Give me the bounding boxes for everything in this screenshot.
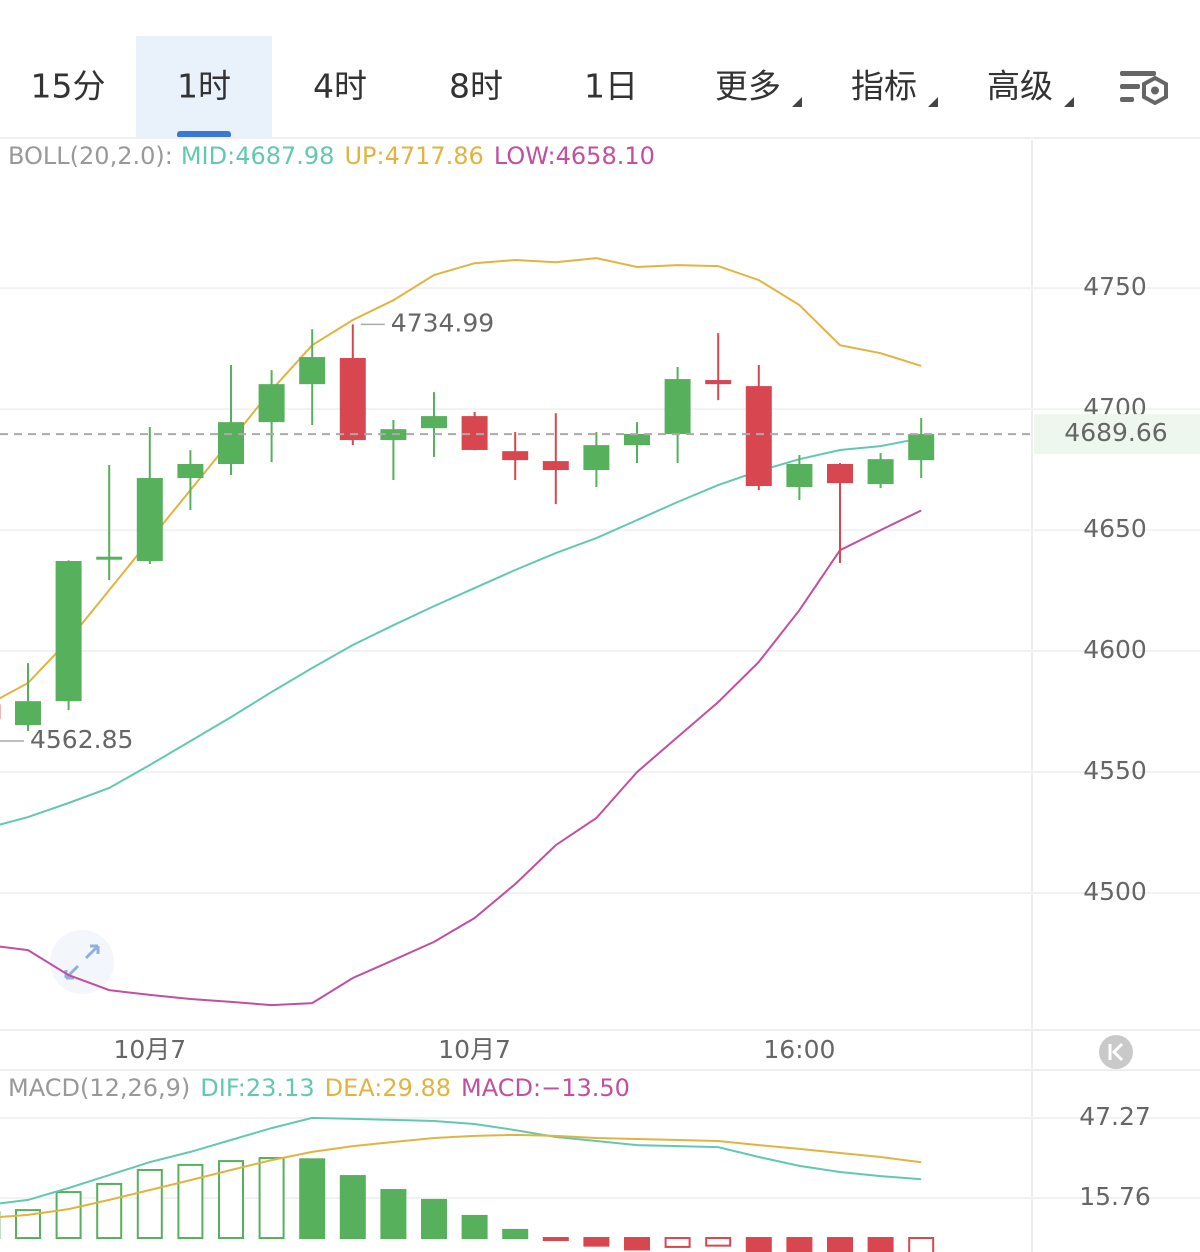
indicator-legend: MACD(12,26,9) DIF:23.13 DEA:29.88 MACD:−13.… [8,1074,630,1102]
extreme-marker-label: 4562.85 [30,725,133,754]
x-tick-label: 16:00 [763,1035,835,1064]
timeframe-tab[interactable]: 更多 [715,67,781,106]
legend-name: LOW: [494,142,556,170]
candle-body [745,386,772,487]
macd-bar [624,1237,650,1251]
macd-bar [502,1228,529,1240]
y-tick-label: 4550 [1083,756,1147,785]
macd-bar [421,1198,447,1240]
legend-name: UP: [344,142,384,170]
macd-bar [339,1175,366,1240]
candle-body [664,379,691,435]
y-tick-label: 47.27 [1079,1102,1151,1131]
macd-line [0,1116,922,1205]
macd-plot [0,1116,935,1252]
macd-bar [542,1237,569,1242]
legend-name: DIF: [200,1074,246,1102]
candle-body [421,416,447,429]
candle-body [55,561,82,702]
active-tab-indicator [177,131,231,138]
candle-body [542,461,569,471]
candles [0,257,935,1007]
candle-body [461,416,488,450]
macd-bar [461,1214,488,1240]
x-tick-label: 10月7 [113,1035,186,1064]
timeframe-tab[interactable]: 8时 [449,67,503,106]
candle-body [15,701,41,726]
timeframe-tab[interactable]: 4时 [313,67,367,106]
legend-value: 23.13 [246,1074,315,1102]
macd-bar [299,1158,326,1240]
macd-bar [96,1182,123,1240]
y-tick-label: 4500 [1083,877,1147,906]
macd-line [0,1133,922,1219]
back-to-latest-button[interactable] [1099,1035,1133,1069]
macd-bar [664,1237,691,1248]
expand-button[interactable] [50,930,114,994]
candle-body [827,464,853,484]
candle-body [299,357,326,385]
timeframe-tab[interactable]: 1时 [177,67,231,106]
candle-body [705,380,732,385]
candle-body [96,556,123,560]
timeframe-tab[interactable]: 1日 [584,67,638,106]
timeframe-tab[interactable]: 指标 [851,67,917,106]
macd-bar [705,1237,732,1247]
macd-bar [380,1189,407,1240]
current-price-box [1034,414,1200,455]
timeframe-tab[interactable]: 高级 [987,67,1053,106]
candle-body [786,464,813,487]
boll-line [0,509,922,1007]
settings-icon[interactable] [1120,71,1168,106]
indicator-legend: BOLL(20,2.0): MID:4687.98 UP:4717.86 LOW:46… [8,142,655,170]
y-tick-label: 4600 [1083,635,1147,664]
y-tick-label: 4750 [1083,272,1147,301]
legend-value: −13.50 [541,1074,630,1102]
macd-bar [136,1168,163,1240]
extreme-marker-label: 4734.99 [391,308,494,337]
macd-bar [177,1163,204,1240]
indicator-name: BOLL(20,2.0): [8,142,173,170]
macd-bar [786,1237,813,1252]
candle-body [339,358,366,441]
y-tick-label: 15.76 [1079,1182,1151,1211]
macd-bar [583,1237,610,1247]
macd-bar [908,1237,935,1252]
candle-body [502,451,529,461]
macd-bar [827,1237,853,1252]
legend-name: DEA: [325,1074,383,1102]
macd-bar [258,1157,285,1240]
legend-value: 29.88 [382,1074,451,1102]
candle-body [218,422,244,465]
macd-bar [867,1237,894,1252]
candle-body [908,434,935,461]
candle-body [177,464,204,479]
y-tick-label: 4650 [1083,514,1147,543]
indicator-name: MACD(12,26,9) [8,1074,190,1102]
timeframe-tab[interactable]: 15分 [31,67,106,106]
legend-value: 4717.86 [385,142,484,170]
macd-bar [218,1160,244,1240]
active-tab-bg [136,36,272,138]
legend-name: MID: [181,142,235,170]
plot-layer: 15分 1时 4时 8时 1日 更多 指标 高级47504700465046004550450… [0,67,1200,1252]
candle-body [624,434,650,446]
candle-body [867,459,894,485]
legend-name: MACD: [461,1074,541,1102]
macd-bar [55,1191,82,1240]
dropdown-triangles [792,97,1074,107]
x-tick-label: 10月7 [438,1035,511,1064]
macd-bar [745,1237,772,1252]
legend-value: 4658.10 [556,142,655,170]
candle-body [136,478,163,562]
current-price-label: 4689.66 [1064,418,1167,447]
candle-body [258,384,285,423]
legend-value: 4687.98 [235,142,334,170]
candle-body [583,445,610,471]
